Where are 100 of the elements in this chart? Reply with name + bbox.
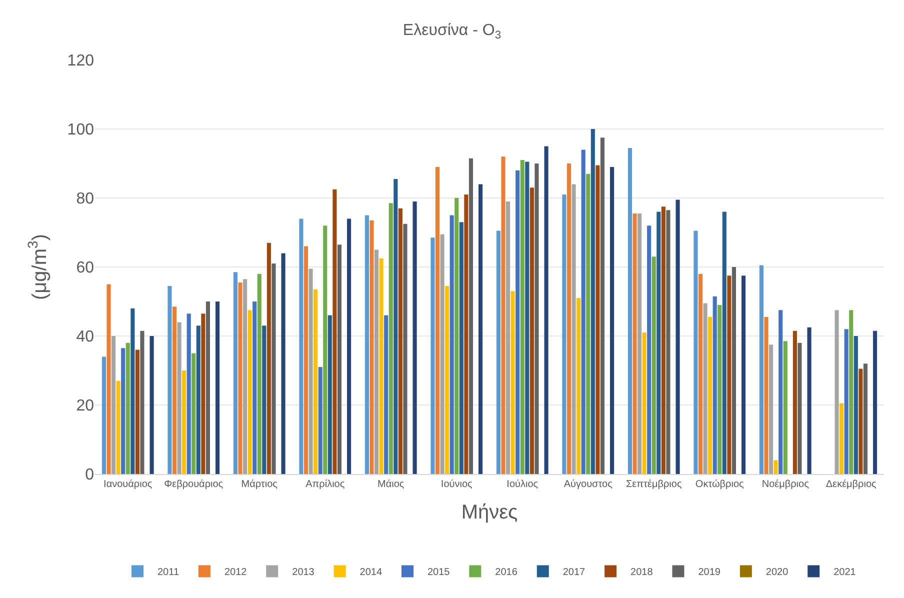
- bar: [638, 214, 642, 474]
- bar: [216, 302, 220, 474]
- bar: [506, 201, 510, 474]
- bar: [445, 286, 450, 474]
- x-tick-label: Φεβρουάριος: [164, 479, 224, 490]
- bar: [652, 256, 656, 474]
- chart-title: Ελευσίνα - O$_{3}$: [402, 22, 502, 42]
- bar: [172, 306, 177, 474]
- bar: [347, 218, 352, 474]
- bar: [135, 350, 140, 474]
- bar: [308, 268, 313, 474]
- bar: [590, 129, 595, 474]
- bar: [656, 212, 661, 474]
- bar: [468, 158, 473, 474]
- bar: [112, 336, 116, 474]
- bar: [186, 314, 191, 474]
- bar: [478, 184, 483, 474]
- bar: [718, 304, 722, 474]
- y-tick-label: 20: [76, 398, 94, 415]
- x-tick-label: Μάρτιος: [241, 479, 278, 490]
- bar: [632, 214, 637, 474]
- bar: [566, 164, 572, 474]
- bar: [849, 310, 854, 474]
- legend-label: 2013: [292, 567, 315, 578]
- x-tick-label: Δεκέμβριος: [826, 479, 877, 490]
- bar: [374, 250, 379, 474]
- bar: [140, 330, 144, 474]
- bar: [238, 282, 242, 474]
- bar: [337, 244, 342, 474]
- bar: [501, 156, 506, 474]
- bar: [759, 265, 764, 474]
- bar: [708, 317, 712, 474]
- bar: [304, 246, 308, 474]
- bar: [534, 164, 539, 474]
- bar: [676, 200, 680, 474]
- bar: [299, 218, 304, 474]
- x-tick-label: Απρίλιος: [306, 479, 345, 490]
- bar: [562, 194, 566, 474]
- legend-label: 2019: [698, 567, 721, 578]
- bar: [168, 286, 172, 474]
- bar: [257, 274, 262, 474]
- bar: [430, 238, 435, 474]
- bar: [130, 308, 135, 474]
- x-tick-label: Ιούλιος: [506, 479, 538, 490]
- bar: [742, 276, 746, 474]
- legend-label: 2015: [427, 567, 450, 578]
- bar: [116, 380, 120, 474]
- bar: [544, 146, 548, 474]
- bar: [581, 150, 586, 474]
- bar: [732, 267, 736, 474]
- bar: [834, 310, 839, 474]
- bar: [778, 310, 783, 474]
- bar: [774, 460, 778, 474]
- bar: [712, 296, 717, 474]
- bar: [126, 342, 130, 474]
- legend-label: 2021: [834, 567, 856, 578]
- bar: [435, 166, 440, 474]
- bar: [525, 162, 530, 474]
- bar: [647, 226, 652, 474]
- bar: [628, 148, 632, 474]
- legend-label: 2011: [158, 567, 180, 578]
- x-tick-label: Νοέμβριος: [762, 479, 810, 490]
- bar: [703, 303, 708, 474]
- y-tick-label: 60: [76, 260, 94, 277]
- bar: [727, 276, 732, 474]
- bar: [206, 302, 210, 474]
- bar: [576, 298, 581, 474]
- bar: [863, 364, 868, 474]
- bar: [106, 284, 111, 474]
- bar: [666, 210, 670, 474]
- bar: [586, 174, 590, 474]
- bar: [182, 370, 186, 474]
- bar: [266, 242, 271, 474]
- x-tick-label: Αύγουστος: [564, 479, 613, 490]
- bar: [873, 330, 878, 474]
- bar: [642, 332, 646, 474]
- bar: [807, 327, 812, 474]
- bar: [596, 165, 600, 474]
- bar: [764, 317, 768, 474]
- bar: [314, 289, 318, 474]
- bar: [102, 356, 106, 474]
- bar: [798, 342, 802, 474]
- bar: [379, 258, 384, 474]
- x-tick-label: Μάιος: [378, 479, 404, 490]
- bar: [177, 322, 182, 474]
- y-tick-label: 0: [85, 466, 94, 484]
- y-tick-label: 100: [67, 122, 94, 139]
- bar: [364, 215, 369, 474]
- bar: [840, 403, 844, 474]
- bar: [121, 348, 126, 474]
- bar: [328, 315, 332, 474]
- bar: [318, 367, 322, 474]
- bar: [854, 336, 858, 474]
- bar: [769, 344, 774, 474]
- bar: [530, 188, 534, 474]
- bar: [272, 264, 276, 474]
- bar: [450, 215, 454, 474]
- bar: [398, 208, 402, 474]
- bar: [323, 226, 328, 474]
- y-tick-label: 120: [67, 52, 94, 70]
